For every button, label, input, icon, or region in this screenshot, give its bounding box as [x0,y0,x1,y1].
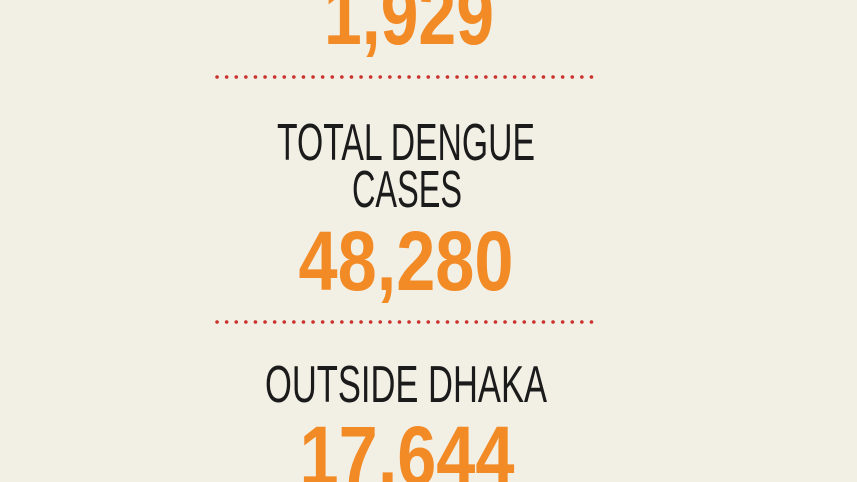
stat-value: 17,644 [300,409,515,482]
stat-value: 48,280 [299,214,514,308]
stat-label: CASES [352,161,462,219]
stat-label: OUTSIDE DHAKA [265,356,547,414]
stat-value: 1,929 [324,0,494,62]
stat-label: TOTAL DENGUE [277,114,535,172]
